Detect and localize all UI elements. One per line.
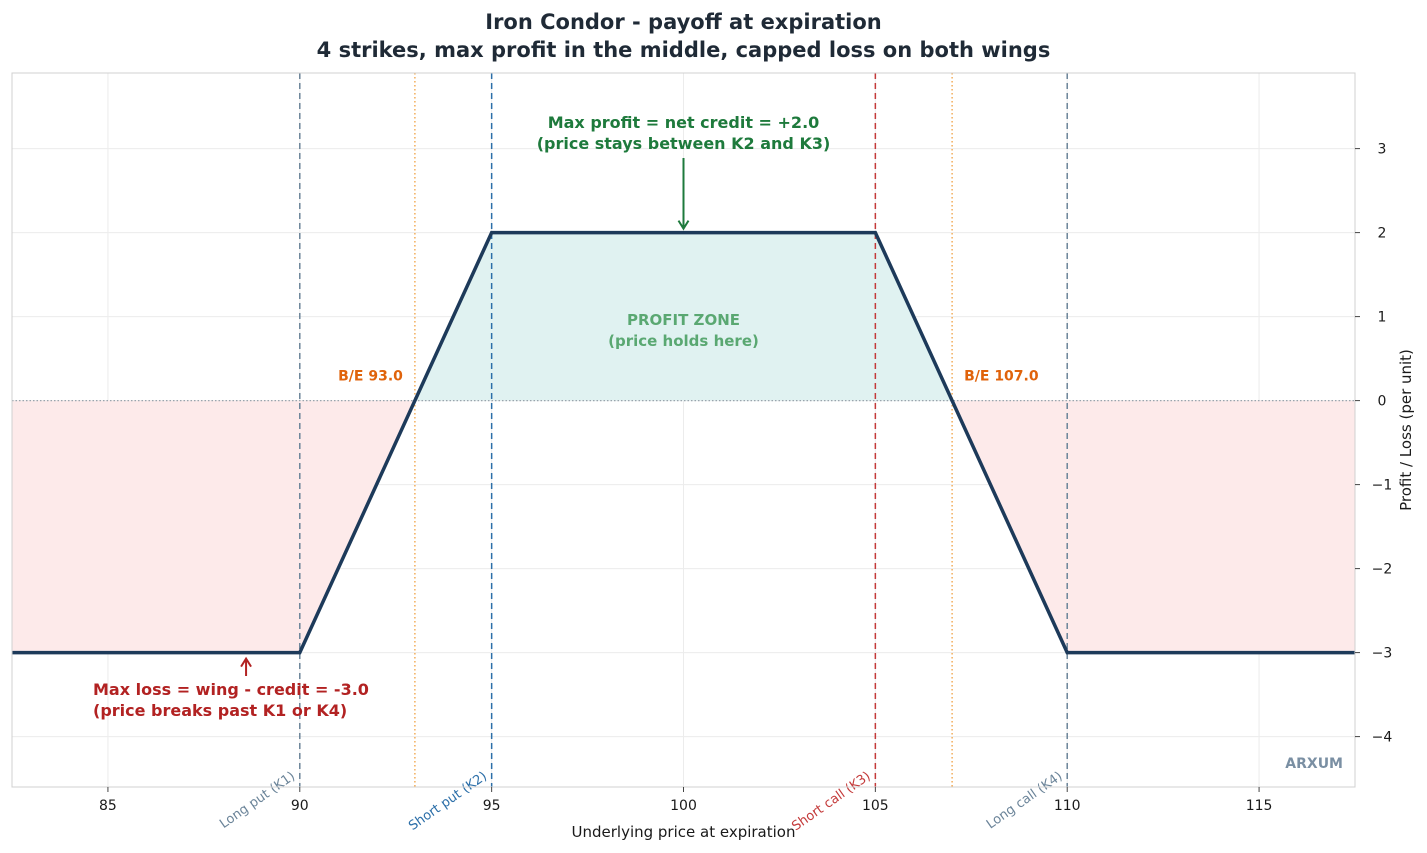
x-axis-label: Underlying price at expiration (572, 823, 796, 841)
watermark: ARXUM (1285, 756, 1343, 772)
chart-title: Iron Condor - payoff at expiration (485, 10, 882, 34)
breakeven-label: B/E 107.0 (964, 369, 1039, 385)
y-tick-label: 1 (1378, 310, 1387, 326)
y-tick-label: 2 (1378, 226, 1387, 242)
payoff-line (12, 230, 1355, 655)
max-profit-arrow-head (677, 220, 690, 231)
profit-zone-label-line1: PROFIT ZONE (627, 311, 740, 329)
profit-zone-label-line2: (price holds here) (608, 332, 759, 350)
y-tick-label: 3 (1378, 142, 1387, 158)
max-loss-arrow-head (240, 656, 252, 668)
chart-subtitle: 4 strikes, max profit in the middle, cap… (316, 38, 1051, 62)
max-profit-annotation-line2: (price stays between K2 and K3) (537, 134, 831, 153)
max-profit-annotation-line1: Max profit = net credit = +2.0 (548, 113, 820, 132)
y-tick-label: −1 (1372, 478, 1393, 494)
x-tick-label: 95 (483, 798, 501, 814)
breakeven-label: B/E 93.0 (338, 369, 403, 385)
max-loss-annotation-line1: Max loss = wing - credit = -3.0 (93, 680, 369, 699)
x-tick-label: 100 (670, 798, 697, 814)
y-tick-label: −2 (1372, 562, 1393, 578)
loss-zone-right (952, 400, 1355, 653)
max-loss-annotation-line2: (price breaks past K1 or K4) (93, 701, 347, 720)
y-axis-label: Profit / Loss (per unit) (1397, 349, 1415, 511)
x-tick-label: 90 (291, 798, 309, 814)
profit-zone-fill (414, 232, 953, 401)
x-tick-label: 105 (862, 798, 889, 814)
x-tick-label: 110 (1054, 798, 1081, 814)
x-tick-label: 85 (99, 798, 117, 814)
loss-zone-left (12, 400, 415, 653)
y-tick-label: −3 (1372, 646, 1393, 662)
y-tick-label: 0 (1378, 394, 1387, 410)
y-tick-label: −4 (1372, 730, 1393, 746)
plot-area (12, 73, 1355, 787)
x-tick-label: 115 (1246, 798, 1273, 814)
